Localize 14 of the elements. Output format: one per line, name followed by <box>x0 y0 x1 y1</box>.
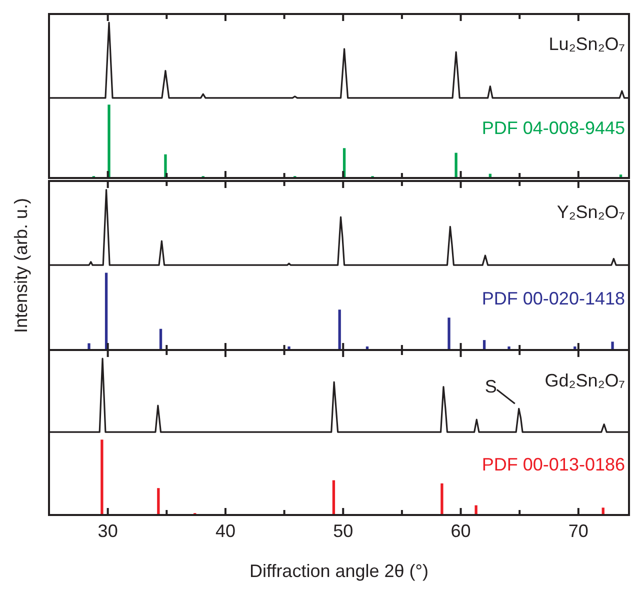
y-axis-title: Intensity (arb. u.) <box>10 198 31 334</box>
series-label: PDF 00-013-0186 <box>482 454 625 474</box>
x-tick-label: 70 <box>568 520 588 541</box>
legend-label: Gd₂Sn₂O₇ <box>544 370 625 390</box>
annotation: S <box>484 376 497 397</box>
x-tick-label: 40 <box>215 520 236 541</box>
x-tick-label: 50 <box>333 520 354 541</box>
legend-label: Y₂Sn₂O₇ <box>556 202 625 222</box>
x-tick-label: 60 <box>450 520 471 541</box>
x-axis-title: Diffraction angle 2θ (°) <box>250 561 428 582</box>
legend-label: Lu₂Sn₂O₇ <box>548 34 625 54</box>
series-label: PDF 00-020-1418 <box>482 288 625 308</box>
x-tick-label: 30 <box>98 520 118 541</box>
series-label: PDF 04-008-9445 <box>482 118 625 138</box>
